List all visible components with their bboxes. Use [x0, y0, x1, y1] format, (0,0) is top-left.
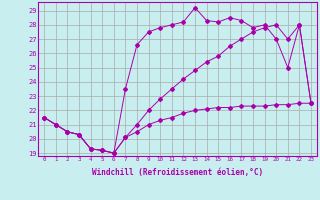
- X-axis label: Windchill (Refroidissement éolien,°C): Windchill (Refroidissement éolien,°C): [92, 168, 263, 177]
